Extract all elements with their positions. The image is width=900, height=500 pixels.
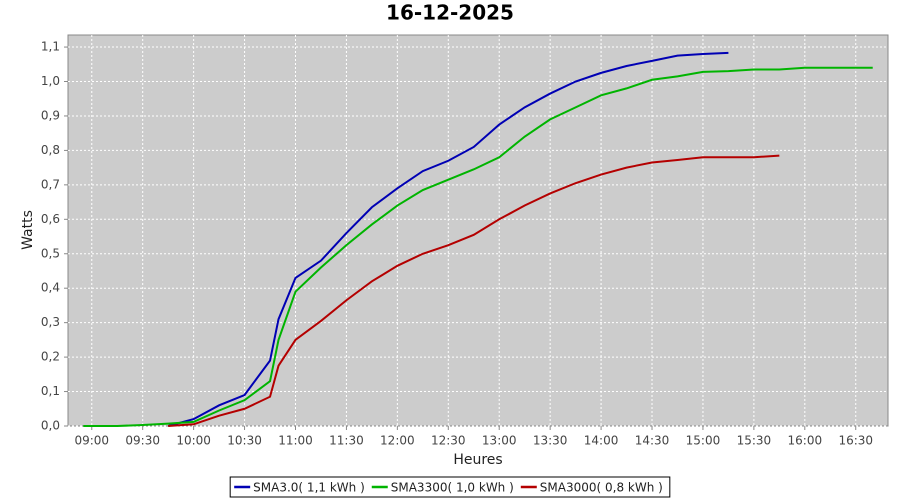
x-tick-label: 12:00 — [380, 434, 415, 448]
x-tick-label: 16:30 — [838, 434, 873, 448]
x-tick-label: 11:00 — [278, 434, 313, 448]
x-tick-label: 15:30 — [737, 434, 772, 448]
y-tick-label: 0,9 — [41, 108, 60, 122]
x-tick-label: 10:00 — [176, 434, 211, 448]
x-tick-label: 09:00 — [74, 434, 109, 448]
legend-label: SMA3300( 1,0 kWh ) — [391, 481, 514, 495]
series-line — [167, 51, 729, 427]
y-tick-label: 0,3 — [41, 315, 60, 329]
x-tick-label: 16:00 — [788, 434, 823, 448]
chart-title: 16-12-2025 — [386, 1, 514, 25]
y-tick-label: 0,6 — [41, 212, 60, 226]
y-tick-label: 0,7 — [41, 177, 60, 191]
series-line — [168, 154, 780, 427]
legend-label: SMA3.0( 1,1 kWh ) — [253, 481, 365, 495]
y-tick-label: 1,1 — [41, 40, 60, 54]
x-tick-label: 14:00 — [584, 434, 619, 448]
x-tick-label: 12:30 — [431, 434, 466, 448]
x-tick-label: 09:30 — [125, 434, 160, 448]
series-line — [83, 66, 873, 427]
legend-label: SMA3000( 0,8 kWh ) — [540, 481, 663, 495]
legend: SMA3.0( 1,1 kWh ) SMA3300( 1,0 kWh ) SMA30… — [229, 476, 671, 498]
x-tick-label: 13:00 — [482, 434, 517, 448]
x-tick-label: 10:30 — [227, 434, 262, 448]
y-tick-label: 0,1 — [41, 384, 60, 398]
y-tick-label: 1,0 — [41, 74, 60, 88]
x-tick-label: 11:30 — [329, 434, 364, 448]
x-tick-label: 14:30 — [635, 434, 670, 448]
y-tick-label: 0,8 — [41, 143, 60, 157]
y-tick-label: 0,2 — [41, 350, 60, 364]
x-axis-label: Heures — [453, 452, 502, 468]
plot-area — [67, 34, 889, 427]
y-tick-label: 0,4 — [41, 281, 60, 295]
y-axis-label: Watts — [20, 210, 36, 250]
y-tick-label: 0,5 — [41, 246, 60, 260]
legend-box — [229, 476, 671, 498]
y-tick-label: 0,0 — [41, 419, 60, 433]
x-tick-label: 13:30 — [533, 434, 568, 448]
x-tick-label: 15:00 — [686, 434, 721, 448]
